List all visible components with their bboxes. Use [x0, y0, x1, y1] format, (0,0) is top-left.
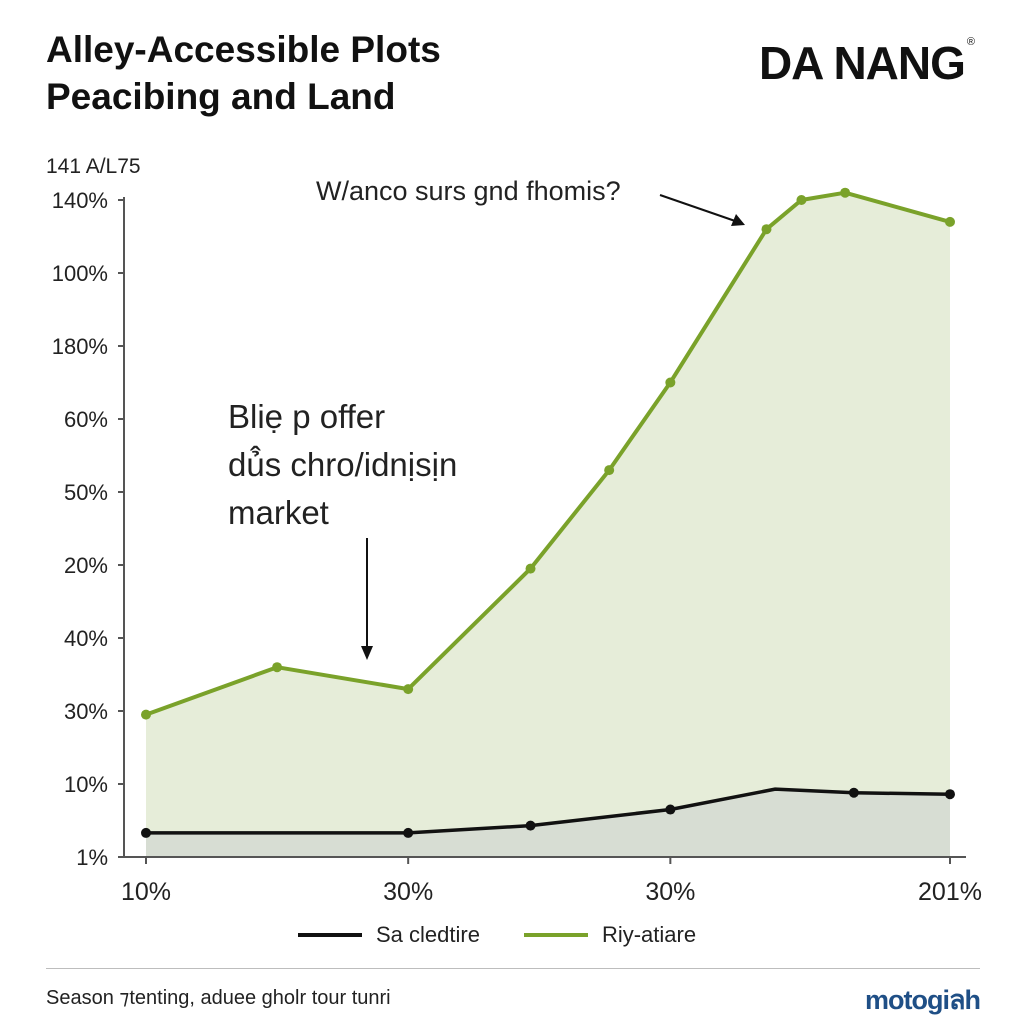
y-tick-label: 20%	[64, 553, 108, 578]
area-fill-black	[146, 789, 950, 857]
annotation-top-arrowhead	[731, 214, 745, 226]
annotation-middle-line-1: Bliẹ p offer	[228, 398, 385, 435]
footer-logo: motogiลh	[864, 985, 981, 1015]
legend-label-black: Sa cledtire	[376, 922, 480, 947]
annotation-top-arrow-shaft	[659, 194, 739, 223]
data-point-black	[945, 789, 955, 800]
axes	[118, 197, 966, 864]
y-tick-label: 140%	[52, 188, 108, 213]
annotation-middle-arrowhead	[361, 646, 373, 660]
y-tick-label: 50%	[64, 480, 108, 505]
y-tick-labels: 140% 100% 180% 60% 50% 20% 40% 30% 10% 1%	[52, 188, 108, 870]
data-point-black	[525, 820, 536, 831]
footer-divider	[46, 968, 980, 969]
data-point-green	[403, 684, 414, 695]
data-point-green	[604, 465, 615, 476]
series-layer	[141, 187, 955, 838]
chart-title-line-1: Alley-Accessible Plots	[46, 29, 441, 70]
data-point-green	[272, 662, 283, 673]
legend-item-black: Sa cledtire	[298, 922, 480, 948]
data-point-green	[840, 187, 851, 198]
data-point-black	[848, 787, 859, 798]
fills-layer	[146, 192, 950, 857]
series-line-green	[145, 190, 951, 717]
brand-name: DA NANG	[758, 37, 966, 89]
legend: Sa cledtire Riy-atiare	[298, 922, 740, 948]
data-point-black	[141, 827, 151, 838]
annotation-top: W/anco surs gnd fhomis?	[316, 176, 621, 206]
x-tick-label: 30%	[383, 878, 433, 906]
y-tick-label: 40%	[64, 626, 108, 651]
legend-swatch-black	[298, 933, 362, 937]
annotations: W/anco surs gnd fhomis? Bliẹ p offer dủ̂…	[228, 176, 745, 660]
y-tick-label: 1%	[76, 845, 108, 870]
legend-label-green: Riy-atiare	[601, 922, 697, 947]
x-tick-label: 10%	[121, 878, 171, 906]
data-point-green	[761, 224, 772, 235]
annotation-middle-line-3: market	[228, 494, 329, 531]
data-point-green	[665, 377, 676, 388]
data-point-green	[141, 709, 151, 720]
data-point-black	[403, 827, 414, 838]
y-axis-unit-label: 141 A/L75	[46, 155, 141, 178]
legend-item-green: Riy-atiare	[523, 922, 697, 948]
y-tick-label: 100%	[52, 261, 108, 286]
y-tick-label: 180%	[52, 334, 108, 359]
footer-note: Season ⁊tenting, aduee gholr tour tunri	[46, 987, 391, 1009]
data-point-green	[796, 195, 807, 205]
y-tick-label: 10%	[64, 772, 108, 797]
area-fill-green	[146, 192, 950, 857]
annotation-middle-line-2: dủ̂s chro/idnịsịn	[228, 445, 457, 483]
brand-logo: DA NANG ®	[758, 36, 975, 90]
y-tick-label: 30%	[64, 699, 108, 724]
data-point-black	[665, 804, 676, 815]
chart-title-line-2: Peacibing and Land	[46, 76, 396, 117]
y-tick-label: 60%	[64, 407, 108, 432]
chart-title: Alley-Accessible Plots Peacibing and Lan…	[46, 26, 441, 120]
registered-mark: ®	[966, 36, 975, 48]
data-point-green	[525, 563, 536, 574]
x-tick-label: 30%	[645, 878, 695, 906]
legend-swatch-green	[523, 933, 588, 937]
x-tick-label: 201%	[918, 878, 982, 906]
data-point-green	[945, 216, 955, 227]
x-tick-labels: 10% 30% 30% 201%	[121, 878, 982, 906]
